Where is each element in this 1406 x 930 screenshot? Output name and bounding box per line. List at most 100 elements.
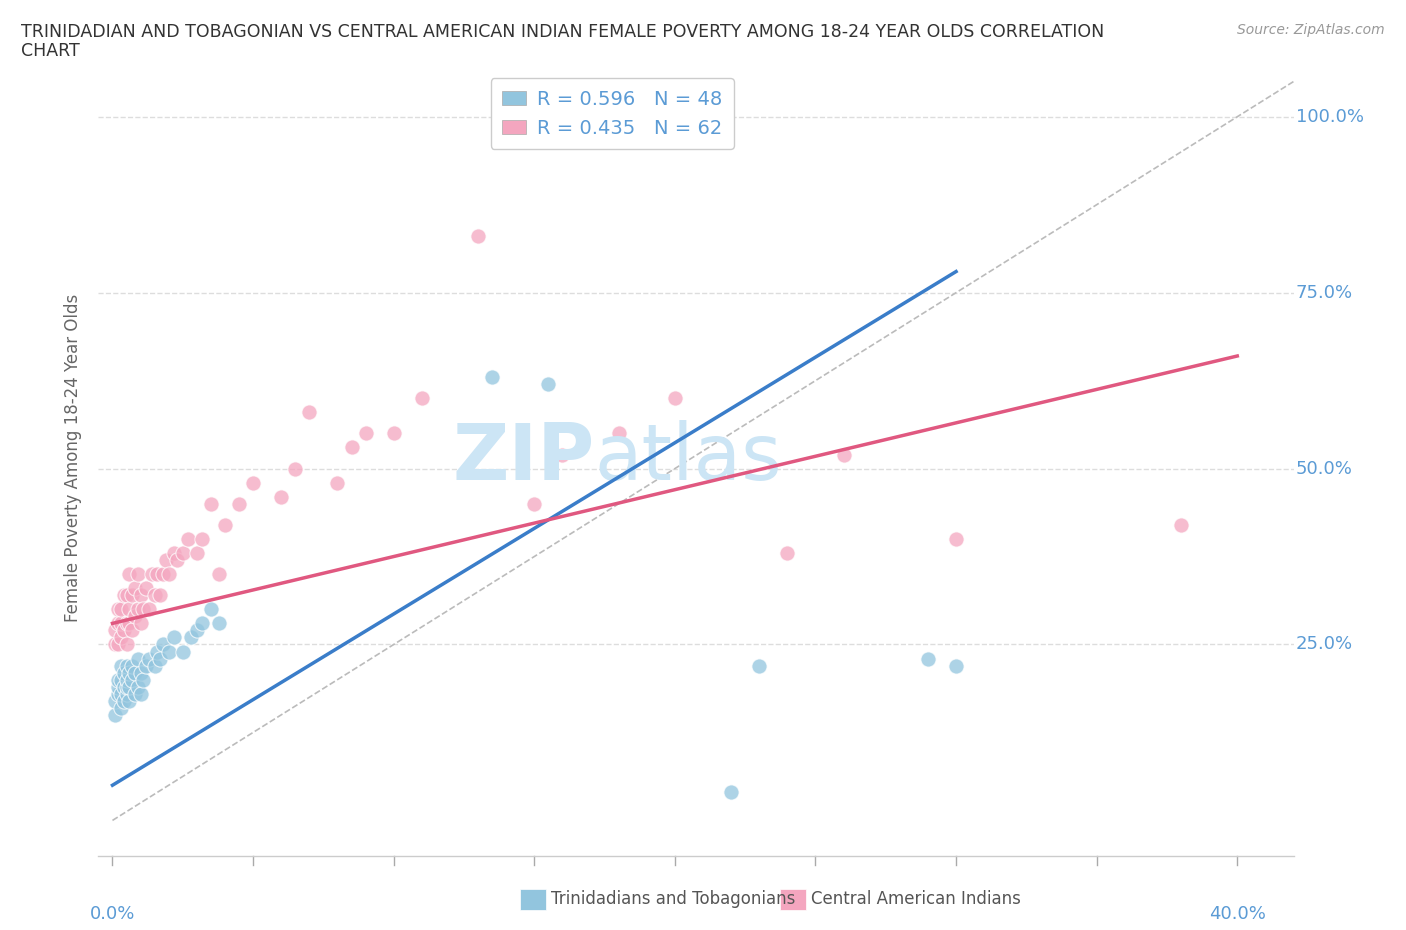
- Point: [127, 602, 149, 617]
- Point: [127, 566, 149, 581]
- Text: TRINIDADIAN AND TOBAGONIAN VS CENTRAL AMERICAN INDIAN FEMALE POVERTY AMONG 18-24: TRINIDADIAN AND TOBAGONIAN VS CENTRAL AM…: [21, 23, 1104, 41]
- Point: [720, 785, 742, 800]
- Point: [242, 475, 264, 490]
- Point: [112, 694, 135, 709]
- Point: [146, 566, 169, 581]
- Point: [121, 623, 143, 638]
- Text: Trinidadians and Tobagonians: Trinidadians and Tobagonians: [551, 890, 796, 909]
- Text: CHART: CHART: [21, 42, 80, 60]
- Point: [110, 630, 132, 644]
- Point: [284, 461, 307, 476]
- Point: [127, 679, 149, 694]
- Point: [107, 637, 129, 652]
- Point: [748, 658, 770, 673]
- Point: [124, 580, 146, 595]
- Point: [832, 447, 855, 462]
- Point: [270, 489, 292, 504]
- Point: [135, 658, 157, 673]
- Point: [135, 580, 157, 595]
- Point: [481, 369, 503, 384]
- Point: [166, 552, 188, 567]
- Point: [149, 588, 172, 603]
- Point: [112, 588, 135, 603]
- Point: [110, 686, 132, 701]
- Point: [146, 644, 169, 659]
- Point: [138, 602, 160, 617]
- Point: [118, 665, 141, 680]
- Point: [326, 475, 349, 490]
- Point: [112, 665, 135, 680]
- Point: [208, 566, 231, 581]
- Text: Source: ZipAtlas.com: Source: ZipAtlas.com: [1237, 23, 1385, 37]
- Point: [177, 532, 200, 547]
- Point: [110, 700, 132, 715]
- Point: [340, 440, 363, 455]
- Point: [186, 623, 208, 638]
- Point: [208, 616, 231, 631]
- Point: [118, 679, 141, 694]
- Legend: R = 0.596   N = 48, R = 0.435   N = 62: R = 0.596 N = 48, R = 0.435 N = 62: [491, 78, 734, 149]
- Point: [214, 517, 236, 532]
- Text: atlas: atlas: [595, 420, 782, 496]
- Point: [132, 602, 155, 617]
- Point: [143, 588, 166, 603]
- Point: [104, 637, 127, 652]
- Point: [121, 672, 143, 687]
- Point: [1170, 517, 1192, 532]
- Point: [129, 665, 152, 680]
- Point: [186, 546, 208, 561]
- Point: [118, 566, 141, 581]
- Point: [104, 708, 127, 723]
- Point: [129, 588, 152, 603]
- Point: [163, 546, 186, 561]
- Text: 0.0%: 0.0%: [90, 905, 135, 923]
- Point: [664, 391, 686, 405]
- Text: Central American Indians: Central American Indians: [811, 890, 1021, 909]
- Point: [157, 644, 180, 659]
- Text: ZIP: ZIP: [453, 420, 595, 496]
- Point: [110, 616, 132, 631]
- Point: [354, 426, 377, 441]
- Point: [917, 651, 939, 666]
- Point: [104, 694, 127, 709]
- Point: [172, 546, 194, 561]
- Text: 40.0%: 40.0%: [1209, 905, 1265, 923]
- Point: [110, 658, 132, 673]
- Point: [112, 623, 135, 638]
- Point: [200, 497, 222, 512]
- Point: [124, 609, 146, 624]
- Text: 75.0%: 75.0%: [1296, 284, 1353, 301]
- Point: [228, 497, 250, 512]
- Y-axis label: Female Poverty Among 18-24 Year Olds: Female Poverty Among 18-24 Year Olds: [65, 294, 83, 622]
- Point: [523, 497, 546, 512]
- Point: [127, 651, 149, 666]
- Point: [551, 447, 574, 462]
- Point: [163, 630, 186, 644]
- Point: [382, 426, 405, 441]
- Point: [107, 602, 129, 617]
- Point: [110, 602, 132, 617]
- Point: [115, 686, 138, 701]
- Point: [537, 377, 560, 392]
- Point: [945, 532, 967, 547]
- Point: [115, 679, 138, 694]
- Point: [124, 665, 146, 680]
- Point: [138, 651, 160, 666]
- Point: [107, 679, 129, 694]
- Point: [107, 672, 129, 687]
- Point: [143, 658, 166, 673]
- Point: [104, 623, 127, 638]
- Point: [945, 658, 967, 673]
- Point: [121, 658, 143, 673]
- Point: [118, 694, 141, 709]
- Text: 100.0%: 100.0%: [1296, 108, 1364, 126]
- Point: [191, 616, 214, 631]
- Point: [129, 686, 152, 701]
- Point: [118, 602, 141, 617]
- Point: [411, 391, 433, 405]
- Point: [200, 602, 222, 617]
- Point: [180, 630, 202, 644]
- Point: [149, 651, 172, 666]
- Point: [191, 532, 214, 547]
- Point: [107, 686, 129, 701]
